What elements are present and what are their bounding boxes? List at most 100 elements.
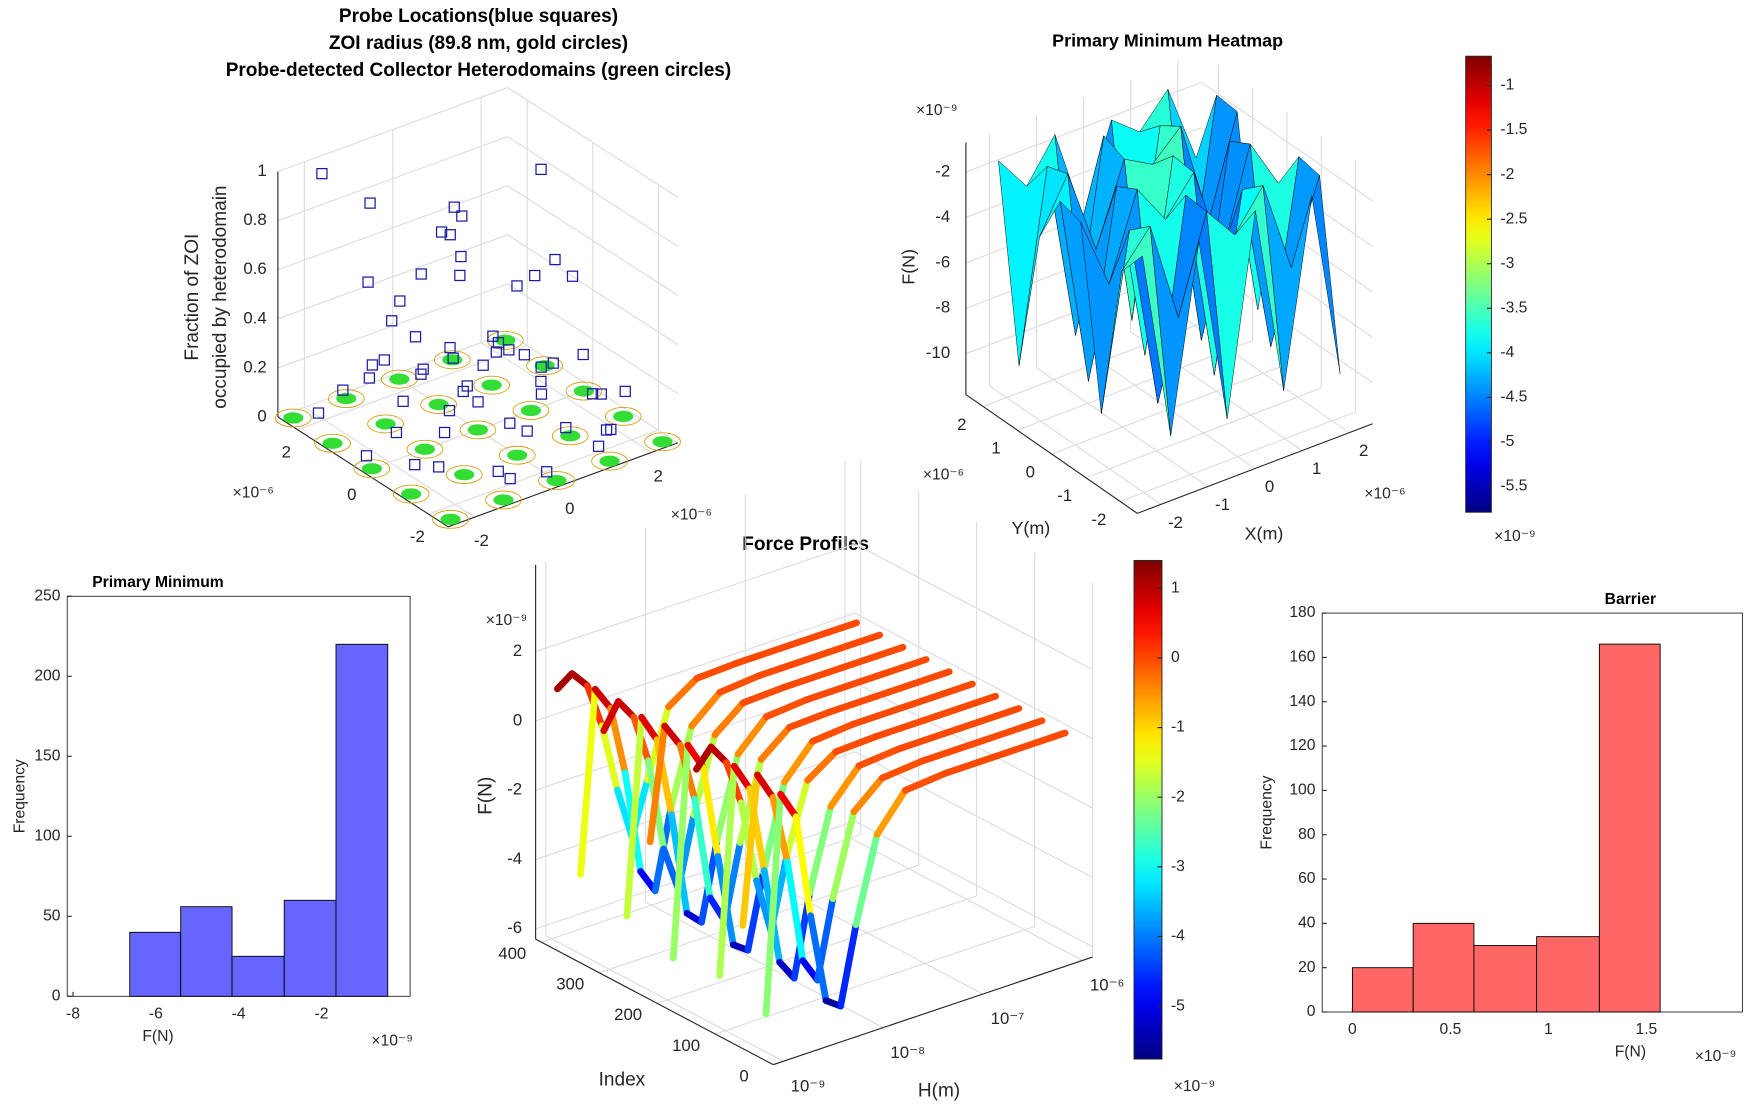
z-exponent: ×10⁻⁹ [916, 102, 958, 119]
y-tick-label: 120 [1289, 737, 1315, 754]
force-curve-segment [832, 733, 880, 756]
colorbar-tick-label: -5.5 [1500, 478, 1527, 495]
x-tick-label: 10⁻⁹ [791, 1076, 826, 1095]
zoi-circle [591, 451, 628, 471]
force-curve-segment [614, 698, 638, 721]
force-curve-segment [730, 762, 754, 793]
heterodomain [652, 436, 673, 448]
heterodomain [599, 455, 620, 467]
grid-line [854, 612, 1093, 740]
force-curve-segment [793, 619, 860, 647]
histogram-bar [1473, 945, 1538, 1013]
probe-marker [547, 357, 559, 369]
x-tick-label: -2 [1168, 513, 1183, 532]
colorbar-tick-label: -3 [1171, 858, 1185, 875]
zoi-circle [392, 484, 430, 504]
zoi-circle [406, 439, 444, 459]
x-tick-label: 1 [1312, 459, 1321, 478]
probe-marker [415, 268, 427, 280]
probe-marker [511, 280, 523, 292]
x-tick-label: 2 [1359, 441, 1368, 460]
force-curve-segment [762, 790, 784, 1018]
z-tick-label: 0 [257, 406, 266, 425]
grid-line [277, 136, 508, 222]
colorbar-tick-label: -4 [1171, 928, 1185, 945]
y-tick-label: 0 [347, 485, 356, 504]
chart-title: Probe Locations(blue squares) [339, 6, 618, 27]
z-tick-label: 0.2 [243, 357, 266, 376]
chart-title: Primary Minimum Heatmap [1052, 30, 1283, 50]
colorbar-tick-label: -2.5 [1500, 210, 1527, 227]
probe-marker [592, 440, 605, 452]
force-curve-segment [591, 685, 614, 712]
y-axis-label: Frequency [11, 759, 28, 833]
z-tick-label: -8 [935, 298, 950, 317]
grid-line [428, 429, 659, 515]
zoi-circle [644, 432, 681, 452]
force-curve-segment [638, 713, 661, 744]
x-tick-label: -4 [232, 1005, 246, 1022]
force-curve-segment [802, 676, 870, 704]
histogram-bar [231, 955, 285, 997]
force-curve-segment [849, 700, 916, 728]
x-tick-label: 10⁻⁸ [890, 1043, 925, 1062]
z-tick-label: 1 [257, 161, 266, 180]
colorbar [1133, 559, 1163, 1060]
probe-marker [490, 346, 502, 358]
histogram-bar [335, 643, 389, 997]
z-tick-label: 0.6 [243, 259, 266, 278]
probe-marker [535, 388, 548, 400]
probe-marker [586, 388, 599, 400]
zoi-circle [274, 408, 312, 428]
probe-marker [433, 461, 445, 473]
grid-line [1120, 411, 1356, 503]
y-axis [965, 394, 1138, 514]
heterodomain [428, 398, 449, 411]
grid-line [297, 345, 528, 431]
heterodomain [283, 412, 304, 424]
colorbar-tick-label: -2 [1500, 166, 1514, 183]
y-tick-label: 100 [34, 827, 60, 844]
x-axis [772, 956, 1093, 1066]
zoi-circle [432, 509, 469, 529]
zoi-circle [473, 375, 510, 395]
z-tick-label: 0 [513, 710, 522, 729]
x-axis-label: H(m) [918, 1081, 960, 1102]
y-tick-label: 0 [1307, 1003, 1316, 1020]
force-curve-segment [577, 685, 599, 878]
x-tick-label: -2 [474, 531, 489, 550]
y-tick-label: 180 [1289, 604, 1315, 621]
probe-marker [560, 421, 572, 434]
y-tick-label: 300 [556, 975, 584, 994]
colorbar-tick-label: 1 [1171, 579, 1180, 596]
x-tick-label: -2 [315, 1005, 329, 1022]
probe-marker [363, 372, 376, 384]
probe-marker [521, 425, 533, 437]
zoi-circle [433, 350, 471, 370]
y-tick-label: 400 [498, 944, 526, 963]
x-axis-label: F(N) [142, 1028, 173, 1045]
force-curve-segment [885, 668, 953, 696]
x-tick-label: -1 [1215, 495, 1230, 514]
heterodomain [414, 443, 435, 455]
y-axis-label: Index [599, 1069, 646, 1090]
z-axis-label: Fraction of ZOI [182, 234, 203, 361]
force-curve-segment [878, 757, 926, 782]
force-curve-segment [806, 803, 835, 897]
force-curve-segment [716, 762, 738, 979]
force-curve-segment [757, 723, 793, 763]
x-exponent: ×10⁻⁹ [371, 1032, 413, 1049]
colorbar-tick-label: -1.5 [1500, 121, 1527, 138]
probe-marker [566, 270, 579, 282]
zoi-circle [445, 465, 483, 485]
probe-marker [364, 197, 376, 209]
force-curve-segment [707, 743, 730, 766]
zoi-circle [420, 395, 457, 414]
x-tick-label: 2 [653, 467, 662, 486]
grid-line [277, 87, 508, 173]
x-axis-label: F(N) [1615, 1043, 1646, 1060]
probe-marker [504, 417, 516, 429]
force-curve-segment [873, 786, 909, 838]
grid-line [854, 543, 1093, 670]
colorbar-tick-label: -1 [1171, 719, 1185, 736]
